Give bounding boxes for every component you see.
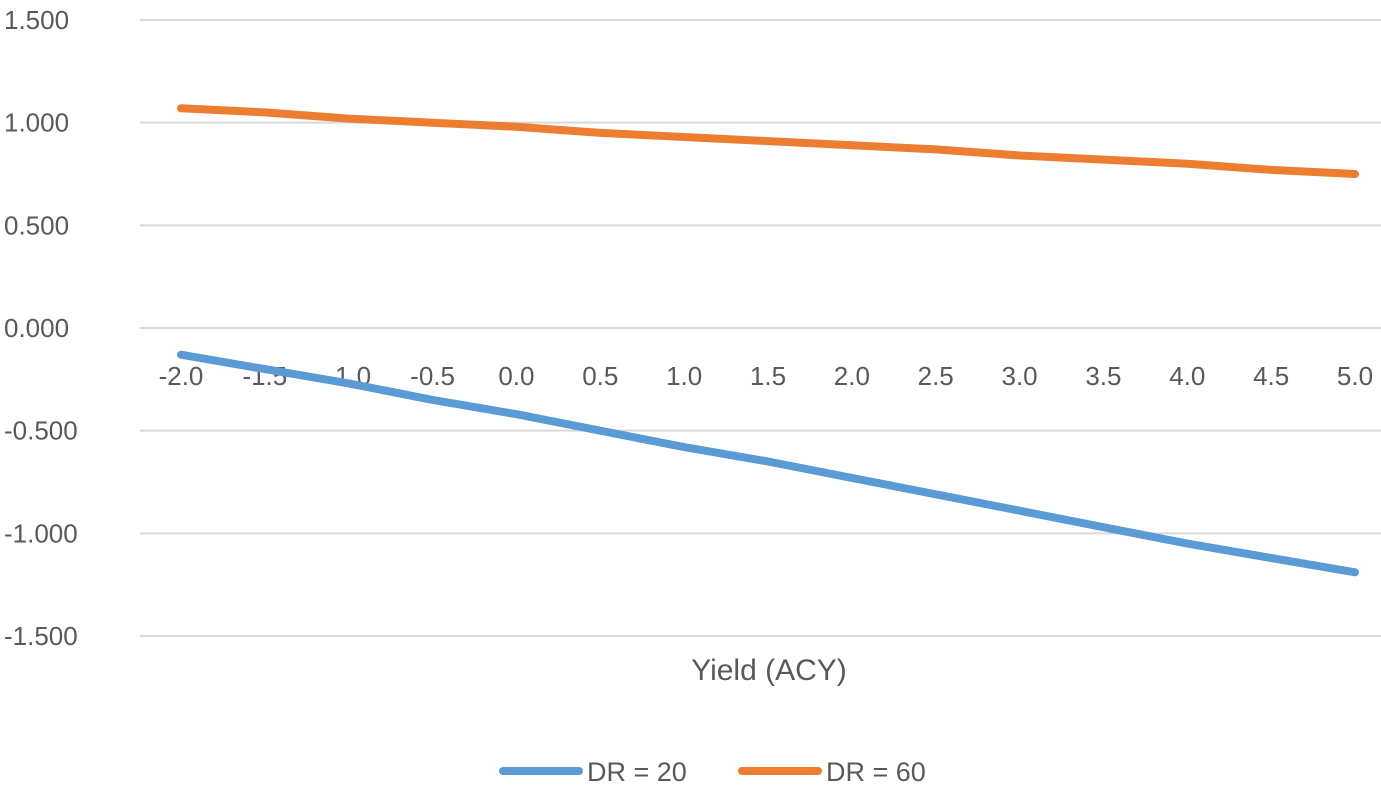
y-tick-label: 0.000 bbox=[4, 313, 69, 343]
x-tick-label: -0.5 bbox=[410, 361, 455, 391]
x-axis-title: Yield (ACY) bbox=[691, 654, 847, 687]
x-axis-ticks: -2.0 -1.5 -1.0 -0.5 0.0 0.5 1.0 1.5 2.0 2.5 3.0 3.5… bbox=[159, 361, 1373, 391]
x-tick-label: -2.0 bbox=[159, 361, 204, 391]
series-line-1 bbox=[177, 350, 1359, 577]
y-tick-label: 1.500 bbox=[4, 5, 69, 35]
legend: DR = 20 DR = 60 bbox=[499, 757, 926, 785]
x-tick-label: 1.5 bbox=[750, 361, 786, 391]
x-tick-label: 2.0 bbox=[834, 361, 870, 391]
x-tick-label: 2.5 bbox=[918, 361, 954, 391]
y-tick-label: -1.500 bbox=[4, 621, 78, 651]
x-tick-label: 4.5 bbox=[1253, 361, 1289, 391]
x-tick-label: 0.0 bbox=[498, 361, 534, 391]
x-tick-label: 0.5 bbox=[582, 361, 618, 391]
y-tick-label: 1.000 bbox=[4, 108, 69, 138]
legend-label: DR = 60 bbox=[826, 757, 926, 785]
y-axis-ticks: 1.500 1.000 0.500 0.000 -0.500 -1.000 -1.500 bbox=[4, 5, 78, 651]
series-line-2 bbox=[177, 104, 1359, 178]
x-tick-label: 4.0 bbox=[1169, 361, 1205, 391]
y-tick-label: 0.500 bbox=[4, 210, 69, 240]
series-lines bbox=[177, 104, 1359, 577]
gridlines bbox=[140, 19, 1381, 637]
x-tick-label: 1.0 bbox=[666, 361, 702, 391]
x-tick-label: 3.0 bbox=[1001, 361, 1037, 391]
y-tick-label: -0.500 bbox=[4, 416, 78, 446]
x-tick-label: 5.0 bbox=[1337, 361, 1373, 391]
y-tick-label: -1.000 bbox=[4, 518, 78, 548]
x-tick-label: 3.5 bbox=[1085, 361, 1121, 391]
legend-label: DR = 20 bbox=[587, 757, 687, 785]
